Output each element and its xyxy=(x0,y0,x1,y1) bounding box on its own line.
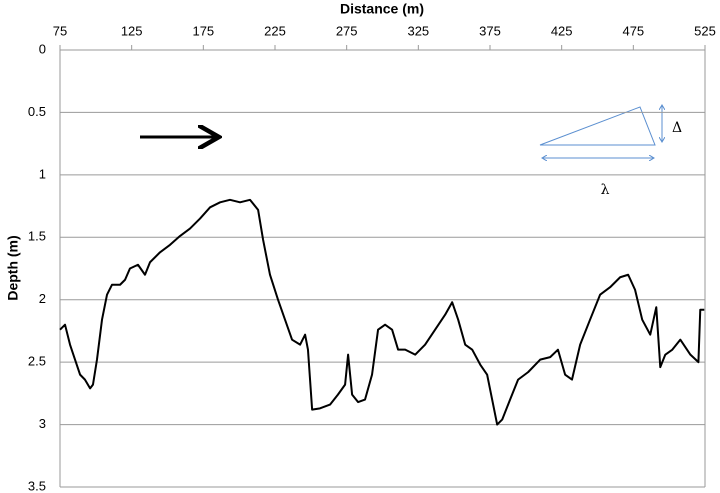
y-tick-label: 0 xyxy=(39,41,46,56)
y-tick-label: 2.5 xyxy=(28,354,46,369)
delta-label: Δ xyxy=(672,120,682,136)
x-tick-label: 475 xyxy=(622,23,644,38)
y-tick-label: 1 xyxy=(39,166,46,181)
y-tick-label: 1.5 xyxy=(28,229,46,244)
x-tick-label: 375 xyxy=(479,23,501,38)
x-tick-label: 275 xyxy=(336,23,358,38)
x-tick-label: 125 xyxy=(121,23,143,38)
wave-triangle xyxy=(539,106,656,146)
y-tick-label: 2 xyxy=(39,291,46,306)
x-tick-label: 75 xyxy=(53,23,67,38)
chart-title: Distance (m) xyxy=(340,1,424,17)
x-tick-label: 425 xyxy=(551,23,573,38)
x-tick-label: 225 xyxy=(264,23,286,38)
y-tick-label: 3 xyxy=(39,416,46,431)
x-tick-label: 525 xyxy=(694,23,716,38)
y-tick-label: 0.5 xyxy=(28,104,46,119)
depth-line xyxy=(59,198,705,426)
x-tick-label: 175 xyxy=(192,23,214,38)
x-tick-label: 325 xyxy=(407,23,429,38)
y-tick-label: 3.5 xyxy=(28,478,46,493)
y-axis-label: Depth (m) xyxy=(5,235,21,300)
lambda-label: λ xyxy=(601,182,610,198)
